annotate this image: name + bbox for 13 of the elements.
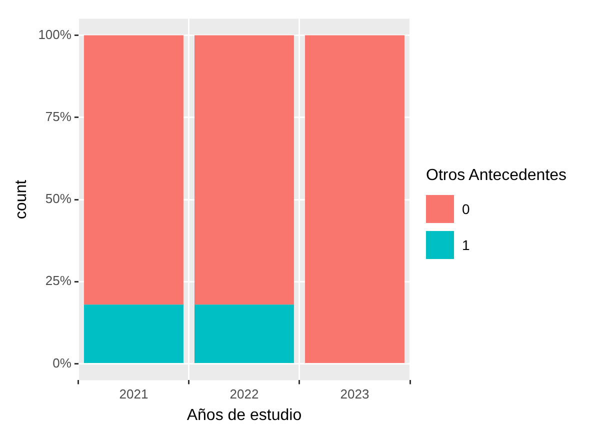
x-tick-label: 2023 xyxy=(340,386,370,402)
y-tick-label: 25% xyxy=(45,273,72,288)
x-tick-label: 2021 xyxy=(119,386,148,402)
y-tick-label: 0% xyxy=(52,355,72,370)
legend-label: 1 xyxy=(462,236,470,252)
x-axis-title: Años de estudio xyxy=(186,406,302,424)
y-tick-label: 100% xyxy=(38,26,72,42)
y-tick-label: 75% xyxy=(45,108,72,124)
y-axis-title: count xyxy=(13,179,30,220)
legend-label: 0 xyxy=(462,200,470,216)
x-tick-label: 2022 xyxy=(230,386,259,402)
y-tick-label: 50% xyxy=(45,191,72,206)
legend-title: Otros Antecedentes xyxy=(426,166,567,184)
